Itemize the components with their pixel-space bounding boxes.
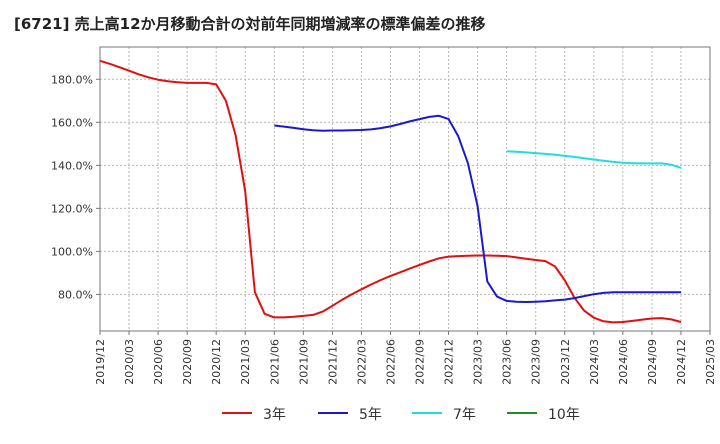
- x-tick-label: 2020/12: [210, 339, 223, 385]
- legend-label-4: 10年: [548, 407, 580, 423]
- x-tick-label: 2020/03: [123, 339, 136, 385]
- x-tick-label: 2024/09: [646, 339, 659, 385]
- x-tick-label: 2025/03: [704, 339, 717, 385]
- y-tick-label: 80.0%: [58, 288, 93, 301]
- x-tick-label: 2023/12: [559, 339, 572, 385]
- x-tick-label: 2023/09: [530, 339, 543, 385]
- legend: 3年 5年 7年 10年: [222, 407, 580, 423]
- series-line-3: [506, 150, 682, 169]
- series-line-2: [274, 114, 681, 303]
- y-tick-label: 140.0%: [51, 159, 93, 172]
- x-tick-label: 2022/06: [384, 339, 397, 385]
- x-tick-label: 2023/03: [472, 339, 485, 385]
- x-tick-label: 2021/06: [268, 339, 281, 385]
- x-tick-label: 2022/09: [414, 339, 427, 385]
- series-line-1: [99, 59, 682, 324]
- x-tick-label: 2019/12: [94, 339, 107, 385]
- legend-label-2: 5年: [359, 407, 382, 423]
- x-tick-label: 2020/09: [181, 339, 194, 385]
- y-tick-label: 120.0%: [51, 202, 93, 215]
- plot-frame: [99, 46, 711, 332]
- x-tick-label: 2022/03: [355, 339, 368, 385]
- x-tick-label: 2024/03: [588, 339, 601, 385]
- y-tick-label: 180.0%: [51, 73, 93, 86]
- y-tick-label: 160.0%: [51, 116, 93, 129]
- x-tick-label: 2021/12: [326, 339, 339, 385]
- x-axis: 2019/12 2020/03 2020/06 2020/09 2020/12 2021/…: [94, 331, 717, 385]
- x-tick-label: 2024/12: [675, 339, 688, 385]
- legend-label-1: 3年: [263, 407, 286, 423]
- x-tick-label: 2020/06: [152, 339, 165, 385]
- chart-title: [6721] 売上高12か月移動合計の対前年同期増減率の標準偏差の推移: [14, 15, 486, 33]
- y-axis: 80.0% 100.0% 120.0% 140.0% 160.0% 180.0%: [51, 73, 100, 301]
- x-tick-label: 2024/06: [617, 339, 630, 385]
- x-tick-label: 2021/09: [297, 339, 310, 385]
- x-tick-label: 2021/03: [239, 339, 252, 385]
- x-tick-label: 2022/12: [443, 339, 456, 385]
- x-tick-label: 2023/06: [501, 339, 514, 385]
- legend-label-3: 7年: [453, 407, 476, 423]
- y-tick-label: 100.0%: [51, 245, 93, 258]
- series-layer: [99, 59, 682, 324]
- grid-layer: [99, 47, 711, 331]
